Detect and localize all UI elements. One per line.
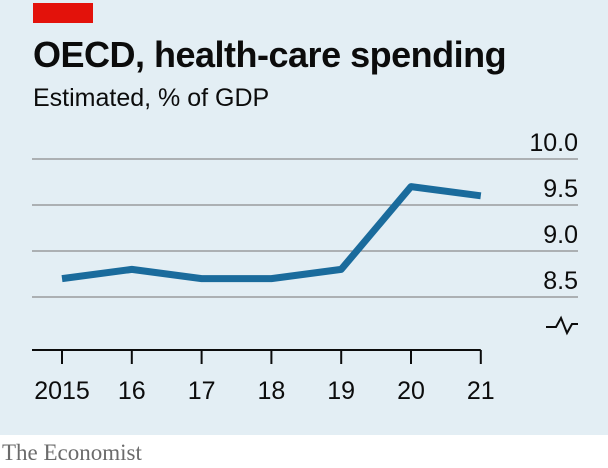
source-label: The Economist xyxy=(2,440,142,465)
chart-title: OECD, health-care spending xyxy=(33,34,507,75)
x-tick-label: 16 xyxy=(118,377,146,405)
x-tick-label: 20 xyxy=(397,377,425,405)
y-tick-label: 9.0 xyxy=(543,221,578,249)
x-tick-label: 21 xyxy=(467,377,495,405)
y-tick-label: 10.0 xyxy=(529,129,578,157)
axis-break-icon xyxy=(546,315,578,336)
line-chart: 10.0 9.5 9.0 8.5 2015 16 17 18 19 20 21 xyxy=(32,129,578,405)
y-tick-label: 8.5 xyxy=(543,267,578,295)
y-tick-label: 9.5 xyxy=(543,175,578,203)
chart-panel: OECD, health-care spending Estimated, % … xyxy=(0,0,608,435)
x-tick-label: 17 xyxy=(188,377,216,405)
x-tick-label: 2015 xyxy=(34,377,90,405)
chart-subtitle: Estimated, % of GDP xyxy=(33,84,270,112)
series-line xyxy=(61,183,482,283)
x-tick-label: 19 xyxy=(327,377,355,405)
x-tick-label: 18 xyxy=(257,377,285,405)
red-tag xyxy=(33,3,93,23)
